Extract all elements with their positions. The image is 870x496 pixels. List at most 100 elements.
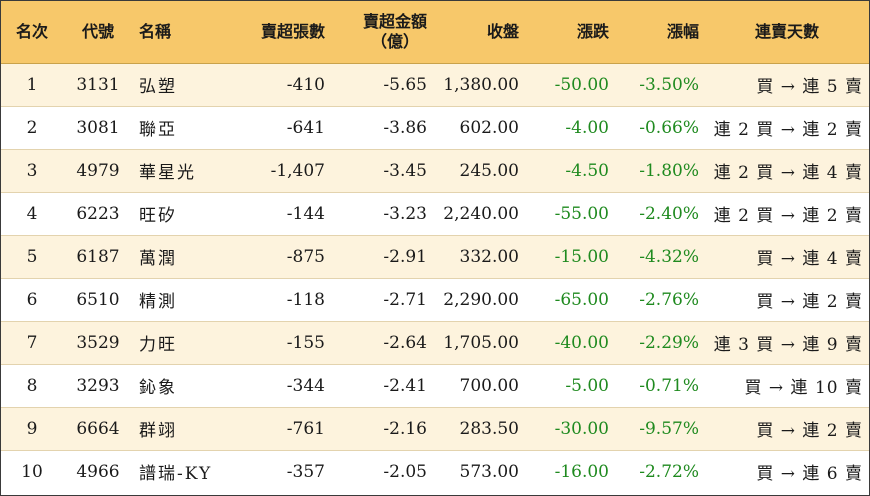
cell-code: 6187 (63, 235, 133, 279)
cell-name: 精測 (133, 278, 229, 322)
cell-streak: 買 → 連 4 賣 (705, 235, 869, 279)
header-sell-amount: 賣超金額 （億） (331, 1, 433, 64)
cell-rank: 8 (1, 364, 63, 408)
cell-code: 3529 (63, 321, 133, 365)
cell-sell-amount: -3.23 (331, 192, 433, 236)
cell-rank: 5 (1, 235, 63, 279)
cell-change-pct: -1.80% (615, 149, 705, 193)
cell-change-pct: -9.57% (615, 407, 705, 451)
table-row: 6 6510 精測 -118 -2.71 2,290.00 -65.00 -2.… (1, 278, 869, 322)
cell-sell-amount: -2.41 (331, 364, 433, 408)
cell-sell-lots: -1,407 (229, 149, 331, 193)
cell-sell-lots: -344 (229, 364, 331, 408)
table-row: 4 6223 旺矽 -144 -3.23 2,240.00 -55.00 -2.… (1, 192, 869, 236)
cell-rank: 3 (1, 149, 63, 193)
header-streak: 連賣天數 (705, 1, 869, 64)
cell-close: 1,705.00 (433, 321, 525, 365)
cell-sell-amount: -2.16 (331, 407, 433, 451)
cell-streak: 連 2 買 → 連 2 賣 (705, 192, 869, 236)
header-change: 漲跌 (525, 1, 615, 64)
cell-name: 鈊象 (133, 364, 229, 408)
cell-sell-amount: -2.91 (331, 235, 433, 279)
cell-name: 萬潤 (133, 235, 229, 279)
table-row: 1 3131 弘塑 -410 -5.65 1,380.00 -50.00 -3.… (1, 63, 869, 107)
cell-streak: 連 3 買 → 連 9 賣 (705, 321, 869, 365)
header-sell-lots: 賣超張數 (229, 1, 331, 64)
cell-change: -4.00 (525, 106, 615, 150)
cell-sell-lots: -761 (229, 407, 331, 451)
cell-name: 聯亞 (133, 106, 229, 150)
cell-sell-lots: -155 (229, 321, 331, 365)
cell-close: 602.00 (433, 106, 525, 150)
cell-change: -40.00 (525, 321, 615, 365)
cell-code: 3293 (63, 364, 133, 408)
table-row: 3 4979 華星光 -1,407 -3.45 245.00 -4.50 -1.… (1, 149, 869, 193)
cell-close: 2,290.00 (433, 278, 525, 322)
cell-change: -5.00 (525, 364, 615, 408)
cell-change-pct: -2.72% (639, 461, 699, 482)
cell-sell-amount: -2.05 (383, 461, 427, 482)
table-row: 10 4966 譜瑞-KY -357 -2.05 573.00 -16.00 -… (1, 450, 869, 493)
cell-change: -55.00 (525, 192, 615, 236)
cell-name: 譜瑞-KY (139, 464, 213, 485)
cell-sell-lots: -118 (229, 278, 331, 322)
cell-sell-amount: -5.65 (331, 63, 433, 107)
table-row: 5 6187 萬潤 -875 -2.91 332.00 -15.00 -4.32… (1, 235, 869, 279)
cell-change: -16.00 (554, 461, 609, 482)
cell-rank: 4 (1, 192, 63, 236)
table-row: 7 3529 力旺 -155 -2.64 1,705.00 -40.00 -2.… (1, 321, 869, 365)
cell-code: 4979 (63, 149, 133, 193)
cell-change-pct: -4.32% (615, 235, 705, 279)
header-close: 收盤 (433, 1, 525, 64)
cell-change-pct: -3.50% (615, 63, 705, 107)
cell-code: 4966 (76, 461, 120, 482)
cell-streak: 連 2 買 → 連 4 賣 (705, 149, 869, 193)
cell-name: 群翊 (133, 407, 229, 451)
header-rank: 名次 (1, 1, 63, 64)
cell-change: -15.00 (525, 235, 615, 279)
cell-sell-lots: -357 (286, 461, 325, 482)
cell-close: 1,380.00 (433, 63, 525, 107)
cell-close: 245.00 (433, 149, 525, 193)
table-row: 8 3293 鈊象 -344 -2.41 700.00 -5.00 -0.71%… (1, 364, 869, 408)
cell-streak: 連 2 買 → 連 2 賣 (705, 106, 869, 150)
cell-rank: 10 (21, 461, 43, 482)
cell-change-pct: -2.29% (615, 321, 705, 365)
cell-sell-amount: -3.86 (331, 106, 433, 150)
table-row: 2 3081 聯亞 -641 -3.86 602.00 -4.00 -0.66%… (1, 106, 869, 150)
cell-streak: 買 → 連 2 賣 (705, 407, 869, 451)
cell-code: 6223 (63, 192, 133, 236)
cell-code: 3131 (63, 63, 133, 107)
cell-sell-amount: -2.71 (331, 278, 433, 322)
cell-name: 旺矽 (133, 192, 229, 236)
cell-change: -4.50 (525, 149, 615, 193)
cell-sell-lots: -641 (229, 106, 331, 150)
cell-change-pct: -0.71% (615, 364, 705, 408)
cell-change-pct: -2.76% (615, 278, 705, 322)
cell-code: 3081 (63, 106, 133, 150)
cell-close: 332.00 (433, 235, 525, 279)
header-change-pct: 漲幅 (615, 1, 705, 64)
cell-change: -50.00 (525, 63, 615, 107)
cell-close: 2,240.00 (433, 192, 525, 236)
cell-name: 力旺 (133, 321, 229, 365)
cell-rank: 6 (1, 278, 63, 322)
cell-close: 283.50 (433, 407, 525, 451)
cell-rank: 7 (1, 321, 63, 365)
header-code: 代號 (63, 1, 133, 64)
cell-rank: 1 (1, 63, 63, 107)
cell-name: 弘塑 (133, 63, 229, 107)
cell-streak: 買 → 連 5 賣 (705, 63, 869, 107)
cell-sell-lots: -410 (229, 63, 331, 107)
table-row: 9 6664 群翊 -761 -2.16 283.50 -30.00 -9.57… (1, 407, 869, 451)
cell-rank: 2 (1, 106, 63, 150)
cell-change: -65.00 (525, 278, 615, 322)
cell-close: 700.00 (433, 364, 525, 408)
cell-close: 573.00 (459, 461, 519, 482)
cell-streak: 買 → 連 6 賣 (756, 464, 863, 485)
cell-rank: 9 (1, 407, 63, 451)
cell-change-pct: -0.66% (615, 106, 705, 150)
cell-change: -30.00 (525, 407, 615, 451)
